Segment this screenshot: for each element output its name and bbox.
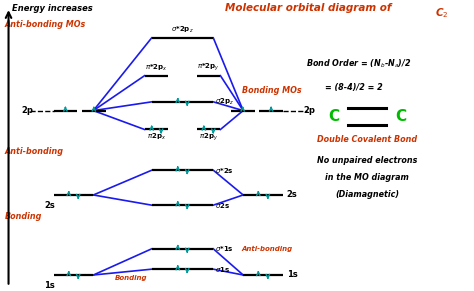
Text: $\pi$*2p$_x$: $\pi$*2p$_x$ [145,63,168,73]
Text: Double Covalent Bond: Double Covalent Bond [317,135,418,144]
Text: C: C [328,109,340,124]
Text: Energy increases: Energy increases [12,4,92,13]
Text: C$_2$: C$_2$ [435,6,449,20]
Text: Molecular orbital diagram of: Molecular orbital diagram of [225,3,395,13]
Text: = (8-4)/2 = 2: = (8-4)/2 = 2 [325,83,383,92]
Text: Bond Order = (N$_b$-N$_a$)/2: Bond Order = (N$_b$-N$_a$)/2 [306,58,411,70]
Text: 2p: 2p [303,106,315,115]
Text: C: C [395,109,406,124]
Text: Bonding MOs: Bonding MOs [242,86,301,95]
Text: $\pi$*2p$_y$: $\pi$*2p$_y$ [197,62,220,73]
Text: Anti-bonding: Anti-bonding [242,246,293,252]
Text: in the MO diagram: in the MO diagram [326,173,409,182]
Text: $\sigma$2p$_z$: $\sigma$2p$_z$ [215,97,234,107]
Text: $\sigma$*1s: $\sigma$*1s [215,244,234,253]
Text: 1s: 1s [287,271,298,279]
Text: No unpaired electrons: No unpaired electrons [317,156,418,164]
Text: Anti-bonding MOs: Anti-bonding MOs [5,20,86,29]
Text: $\sigma$*2s: $\sigma$*2s [215,166,234,175]
Text: $\pi$2p$_x$: $\pi$2p$_x$ [147,132,166,142]
Text: Bonding: Bonding [5,212,42,221]
Text: $\sigma$1s: $\sigma$1s [215,265,230,274]
Text: Bonding: Bonding [114,275,147,281]
Text: (Diamagnetic): (Diamagnetic) [335,191,400,199]
Text: 1s: 1s [45,281,55,290]
Text: $\pi$2p$_y$: $\pi$2p$_y$ [199,132,218,143]
Text: 2p: 2p [21,106,34,115]
Text: 2s: 2s [45,201,55,210]
Text: Anti-bonding: Anti-bonding [5,147,64,156]
Text: $\sigma$*2p$_z$: $\sigma$*2p$_z$ [171,25,194,35]
Text: $\sigma$2s: $\sigma$2s [215,201,230,210]
Text: 2s: 2s [287,191,298,199]
